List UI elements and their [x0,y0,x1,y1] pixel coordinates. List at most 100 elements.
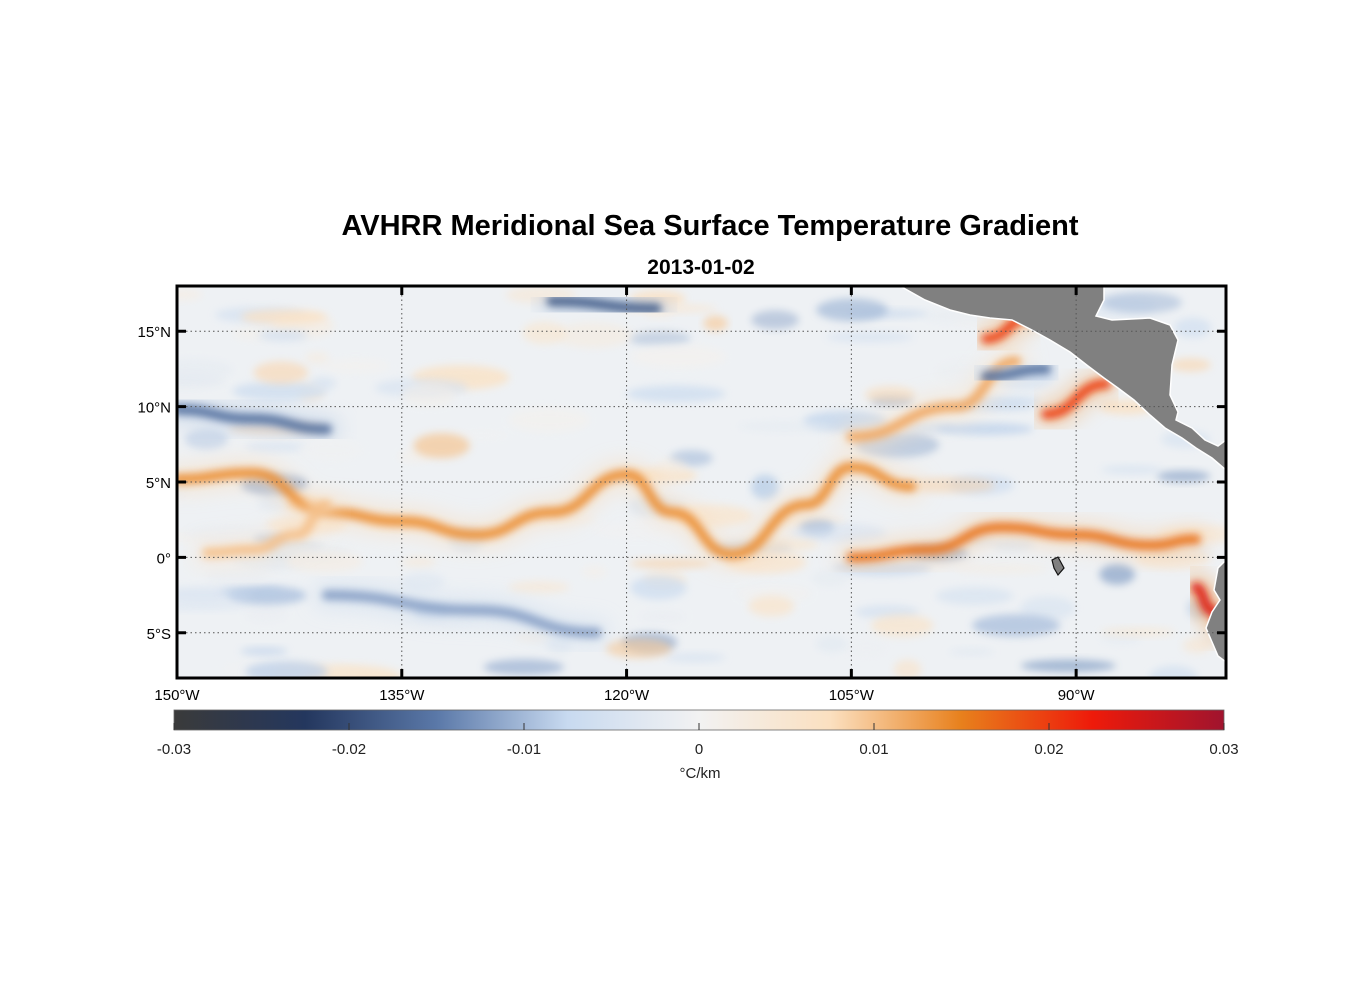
gradient-patch [184,429,229,450]
positive-front [846,522,1201,563]
colorbar-tick-label: 0 [695,741,703,758]
colorbar-unit-label: °C/km [680,765,721,782]
gradient-patch [737,420,832,432]
gradient-patch [244,606,288,622]
gradient-patch [815,635,848,653]
y-tick-label: 10°N [137,400,171,417]
gradient-patch [321,358,390,374]
grid-lines [177,286,1226,678]
gradient-patch [1020,659,1116,672]
gradient-patch [1099,563,1136,585]
x-axis-labels: 150°W 135°W 120°W 105°W 90°W [154,687,1095,704]
gradient-patch [1020,596,1076,621]
gradient-patch [253,361,309,384]
gradient-patch [591,521,685,539]
x-tick-label: 105°W [829,687,875,704]
gradient-patch [845,638,888,658]
colorbar: -0.03 -0.02 -0.01 0 0.01 0.02 0.03 °C/km [157,709,1239,782]
axis-ticks [175,286,1226,678]
x-tick-label: 135°W [379,687,425,704]
gradient-patch [298,438,364,463]
gradient-patch [1101,291,1182,314]
land [898,286,1226,678]
gradient-patch [1100,627,1176,637]
gradient-patch [655,457,688,479]
negative-front [321,590,602,638]
gradient-patch [751,474,779,500]
gradient-patch [1173,317,1212,338]
galapagos-island [1051,556,1065,577]
gradient-patch [582,565,607,578]
colorbar-tick-label: 0.03 [1209,741,1238,758]
gradient-patch [483,659,564,676]
gradient-patch [204,568,269,587]
chart-subtitle: 2013-01-02 [647,256,754,279]
y-tick-label: 15°N [137,324,171,341]
gradient-patch [508,407,590,433]
gradient-patch [664,653,726,663]
colorbar-ticks: -0.03 -0.02 -0.01 0 0.01 0.02 0.03 [157,723,1239,758]
colorbar-tick-label: -0.02 [332,741,366,758]
y-axis-labels: 15°N 10°N 5°N 0° 5°S [137,324,171,643]
y-tick-label: 5°S [147,626,171,643]
x-tick-label: 90°W [1058,687,1096,704]
gradient-patch [401,556,436,568]
gradient-patch [972,614,1061,637]
gradient-patch [790,523,887,543]
positive-front [202,499,332,558]
x-tick-label: 120°W [604,687,650,704]
gradient-patch [554,322,632,349]
gradient-patch [401,383,456,407]
gradient-patch [1182,637,1212,654]
y-tick-label: 5°N [146,475,171,492]
gradient-patch [893,659,922,678]
gradient-patch [177,358,234,381]
gradient-patch [864,386,916,404]
chart-title: AVHRR Meridional Sea Surface Temperature… [341,210,1078,242]
gradient-patch [413,433,470,459]
gradient-patch [811,569,849,587]
gradient-patch [232,381,328,401]
gradient-patch [1169,358,1212,372]
negative-front [546,296,662,314]
gradient-patch [948,647,994,656]
map-area [177,286,1226,678]
gradient-patch [220,587,284,596]
gradient-patch [737,585,812,602]
negative-front [981,363,1052,382]
gradient-patch [935,587,1014,606]
gradient-patch [1101,465,1162,475]
gradient-patch [401,571,445,592]
gradient-patch [310,377,337,390]
colorbar-tick-label: -0.03 [157,741,191,758]
gradient-patch [245,661,328,678]
gradient-patch [240,646,288,656]
gradient-patch [1156,470,1211,482]
gradient-patch [703,315,728,332]
gradient-patch [816,298,888,322]
gradient-patch [508,581,570,594]
gradient-patch [871,614,934,637]
gradient-patch [1149,665,1198,678]
gradient-patch [177,288,203,301]
gradient-patch [605,638,672,659]
y-tick-label: 0° [157,550,171,567]
gradient-patch [245,442,308,452]
gradient-patch [177,602,246,611]
gradient-patch [904,477,995,494]
gradient-patch [629,330,691,347]
south-america-land [1205,558,1226,663]
gradient-patch [450,428,512,442]
gradient-patch [826,331,914,343]
gradient-patch [257,329,309,342]
gradient-patch [638,610,687,623]
gradient-patch [936,422,1034,436]
gradient-patch [626,385,726,403]
colorbar-tick-label: -0.01 [507,741,541,758]
gradient-patch [630,344,726,369]
colorbar-tick-label: 0.02 [1034,741,1063,758]
gradient-patch [630,575,687,600]
central-america-land [898,286,1226,678]
x-tick-label: 150°W [154,687,200,704]
